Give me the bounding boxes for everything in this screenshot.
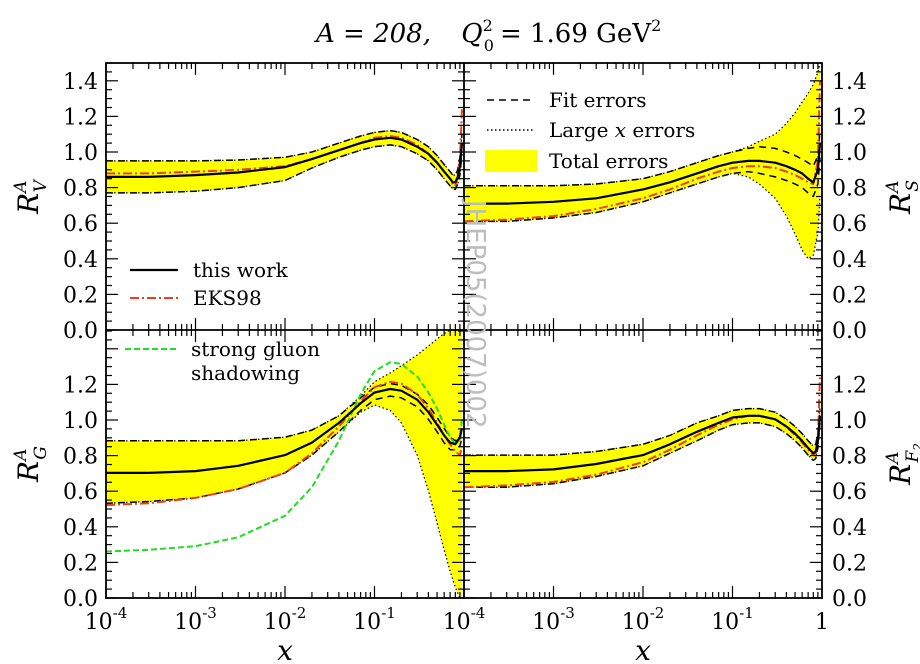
x-axis-title: x xyxy=(635,634,651,664)
y-tick-label-left: 1.2 xyxy=(63,105,98,130)
series-this-work xyxy=(464,414,822,473)
total-errors-band xyxy=(464,63,820,259)
y-tick-label-left: 0.8 xyxy=(63,445,98,470)
legend-fit-errors: Fit errors xyxy=(549,88,647,112)
series-fit-errors-lower xyxy=(106,395,463,505)
y-tick-label-left: 0.0 xyxy=(63,319,98,344)
x-tick-label: 10-1 xyxy=(353,604,396,635)
y-tick-label-right: 1.2 xyxy=(832,105,867,130)
y-tick-label-left: 1.0 xyxy=(63,409,98,434)
y-tick-label-right: 0.6 xyxy=(832,212,867,237)
series-eks98 xyxy=(106,380,463,507)
y-tick-label-left: 0.2 xyxy=(63,283,98,308)
series-total-errors-upper xyxy=(464,408,821,456)
y-tick-label-right: 0.0 xyxy=(832,319,867,344)
y-tick-label-left: 0.2 xyxy=(63,551,98,576)
y-tick-label-right: 0.2 xyxy=(832,551,867,576)
x-tick-label: 10-3 xyxy=(174,604,217,635)
x-tick-label: 10-2 xyxy=(264,604,307,635)
total-errors-band xyxy=(464,408,820,488)
y-tick-label-left: 0.6 xyxy=(63,212,98,237)
y-tick-label-left: 0.0 xyxy=(63,587,98,612)
y-tick-label-right: 1.0 xyxy=(832,141,867,166)
series-fit-errors-lower xyxy=(106,144,463,194)
series-total-errors-upper xyxy=(106,130,463,176)
title-value-sup: 2 xyxy=(651,16,661,35)
y-tick-label-right: 1.4 xyxy=(832,70,867,95)
title-q-sup: 2 xyxy=(483,16,493,35)
panel-bottom-left xyxy=(106,330,464,598)
series-this-work xyxy=(464,143,822,205)
y-tick-label-right: 0.8 xyxy=(832,445,867,470)
y-axis-title-f2: RAF2 xyxy=(883,443,920,486)
y-tick-label-left: 0.6 xyxy=(63,480,98,505)
series-fit-errors-upper xyxy=(464,130,821,187)
y-tick-label-right: 0.4 xyxy=(832,516,867,541)
series-eks98 xyxy=(464,80,821,223)
y-tick-label-right: 0.2 xyxy=(832,283,867,308)
series-this-work xyxy=(106,387,464,474)
series-this-work xyxy=(106,136,464,184)
y-tick-label-right: 0.4 xyxy=(832,248,867,273)
tick-marks xyxy=(105,62,822,599)
x-tick-label: 10-4 xyxy=(85,604,128,635)
x-tick-label: 10-3 xyxy=(532,604,575,635)
panels xyxy=(106,63,822,598)
x-tick-label: 10-1 xyxy=(711,604,754,635)
x-tick-label: 10-4 xyxy=(443,604,486,635)
y-axis-title-g: RAG xyxy=(11,446,51,483)
series-fit-errors-upper xyxy=(106,129,463,176)
y-tick-label-right: 0.6 xyxy=(832,480,867,505)
tick-labels: 0.0 0.0 0.2 0.2 0.4 0.4 0.6 0.6 0.8 0.8 1.0 1.0 1.2 1… xyxy=(11,70,920,664)
x-tick-label: 1 xyxy=(815,610,829,635)
y-axis-title-v: RAV xyxy=(11,178,51,215)
total-errors-band xyxy=(106,130,462,193)
y-tick-label-left: 1.0 xyxy=(63,141,98,166)
y-tick-label-right: 1.0 xyxy=(832,409,867,434)
legend-eks98: EKS98 xyxy=(193,286,262,310)
title-q: Q xyxy=(461,19,482,49)
y-tick-label-left: 0.4 xyxy=(63,248,98,273)
legend-errors: Fit errors Large x errors Total errors xyxy=(485,88,695,173)
title-value: = 1.69 GeV xyxy=(500,19,652,49)
y-tick-label-left: 0.8 xyxy=(63,177,98,202)
series-fit-errors-lower xyxy=(464,157,821,223)
y-tick-label-right: 0.0 xyxy=(832,587,867,612)
total-errors-band xyxy=(106,330,462,598)
legend-curves: this work EKS98 xyxy=(130,258,289,310)
y-tick-label-left: 1.4 xyxy=(63,70,98,95)
legend-this-work: this work xyxy=(193,258,289,282)
panel-bottom-right xyxy=(464,374,822,489)
title-a: A = 208, xyxy=(314,19,431,49)
series-fit-errors-upper xyxy=(106,382,463,442)
series-fit-errors-lower xyxy=(464,422,821,488)
y-tick-label-left: 1.2 xyxy=(63,373,98,398)
series-strong-gluon-shadowing xyxy=(106,361,463,553)
y-tick-label-right: 1.2 xyxy=(832,373,867,398)
y-tick-label-right: 0.8 xyxy=(832,177,867,202)
legend-total-errors: Total errors xyxy=(549,149,668,173)
legend-gluon: strong gluon shadowing xyxy=(125,337,320,385)
panel-top-right xyxy=(464,63,822,260)
legend-gluon-line1: strong gluon xyxy=(191,337,320,361)
x-axis-title: x xyxy=(277,634,293,664)
figure-title: A = 208, Q2 0 = 1.69 GeV2 xyxy=(314,16,661,55)
watermark: JHEP05(2007)002 xyxy=(460,198,490,429)
y-tick-label-left: 0.4 xyxy=(63,516,98,541)
title-q-sub: 0 xyxy=(484,36,494,55)
legend-large-x-errors: Large x errors xyxy=(549,118,695,142)
panel-top-left xyxy=(106,107,464,194)
series-eks98 xyxy=(106,107,463,187)
x-tick-label: 10-2 xyxy=(622,604,665,635)
legend-gluon-line2: shadowing xyxy=(191,361,300,385)
legend-total-errors-swatch xyxy=(485,150,537,172)
y-axis-title-s: RAS xyxy=(883,180,920,215)
